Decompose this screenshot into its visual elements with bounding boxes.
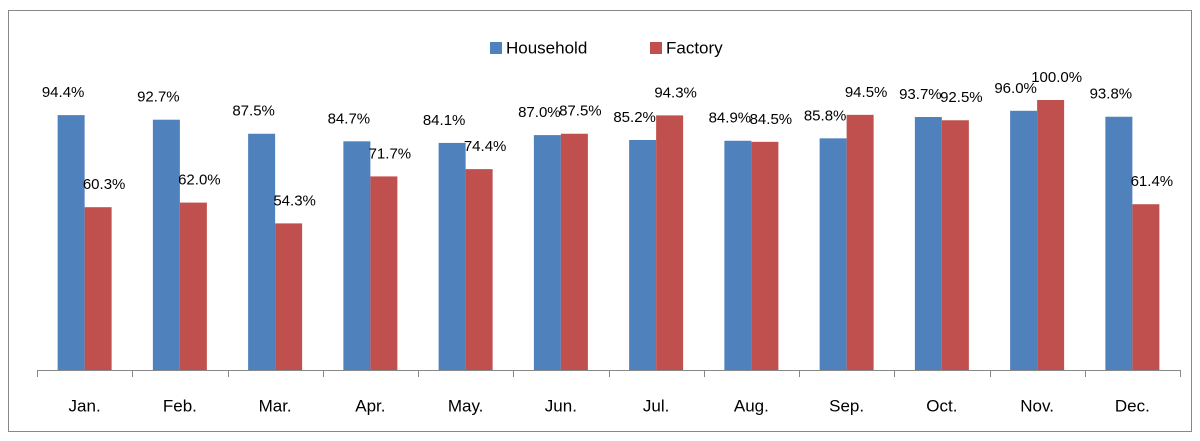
bar <box>846 114 874 370</box>
bar <box>819 138 847 370</box>
bar <box>343 141 371 370</box>
bar <box>751 141 779 370</box>
data-label: 93.8% <box>1090 86 1133 103</box>
x-tick-label: Sep. <box>829 396 864 415</box>
bar <box>629 139 657 370</box>
data-label: 84.1% <box>423 112 466 129</box>
bar <box>1010 110 1038 371</box>
x-tick-label: Mar. <box>259 396 292 415</box>
data-label: 84.5% <box>750 111 793 128</box>
data-label: 87.0% <box>518 104 561 121</box>
legend-label: Factory <box>666 38 723 57</box>
x-tick-label: Jun. <box>545 396 577 415</box>
bar <box>370 176 398 370</box>
bar <box>941 120 969 370</box>
bar <box>248 133 276 370</box>
data-label: 100.0% <box>1031 69 1082 86</box>
data-label: 71.7% <box>369 145 412 162</box>
bar <box>1037 100 1065 370</box>
bar <box>560 133 588 370</box>
data-label: 62.0% <box>178 172 221 189</box>
data-label: 84.9% <box>709 110 752 127</box>
data-label: 61.4% <box>1131 173 1174 190</box>
x-tick-label: Feb. <box>163 396 197 415</box>
legend-swatch <box>650 42 662 54</box>
bar <box>724 140 752 370</box>
bar <box>533 135 561 370</box>
legend-swatch <box>490 42 502 54</box>
bar <box>1105 116 1133 371</box>
bar <box>179 202 207 370</box>
data-label: 85.2% <box>613 109 656 126</box>
data-label: 94.5% <box>845 84 888 101</box>
x-tick-label: Dec. <box>1115 396 1150 415</box>
bar <box>57 115 85 371</box>
bar <box>84 207 112 370</box>
bar <box>275 223 303 370</box>
x-tick-label: Nov. <box>1020 396 1054 415</box>
data-label: 74.4% <box>464 138 507 155</box>
data-label: 92.5% <box>940 89 983 106</box>
x-tick-label: Jul. <box>643 396 669 415</box>
data-label: 87.5% <box>232 103 275 120</box>
data-label: 60.3% <box>83 176 126 193</box>
bar <box>152 119 180 371</box>
data-label: 94.3% <box>654 84 697 101</box>
bar <box>914 117 942 370</box>
data-label: 87.5% <box>559 103 602 120</box>
x-tick-label: Oct. <box>926 396 957 415</box>
data-label: 93.7% <box>899 86 942 103</box>
legend-label: Household <box>506 38 587 57</box>
data-label: 54.3% <box>273 192 316 209</box>
data-label: 94.4% <box>42 84 85 101</box>
data-label: 85.8% <box>804 107 847 124</box>
data-label: 92.7% <box>137 89 180 106</box>
bar <box>438 142 466 370</box>
bar <box>1132 204 1160 370</box>
data-label: 84.7% <box>328 110 371 127</box>
data-label: 96.0% <box>994 80 1037 97</box>
x-tick-label: Aug. <box>734 396 769 415</box>
bar <box>656 115 684 370</box>
bar <box>465 169 493 370</box>
x-tick-label: Jan. <box>69 396 101 415</box>
x-tick-label: Apr. <box>355 396 385 415</box>
x-tick-label: May. <box>448 396 484 415</box>
